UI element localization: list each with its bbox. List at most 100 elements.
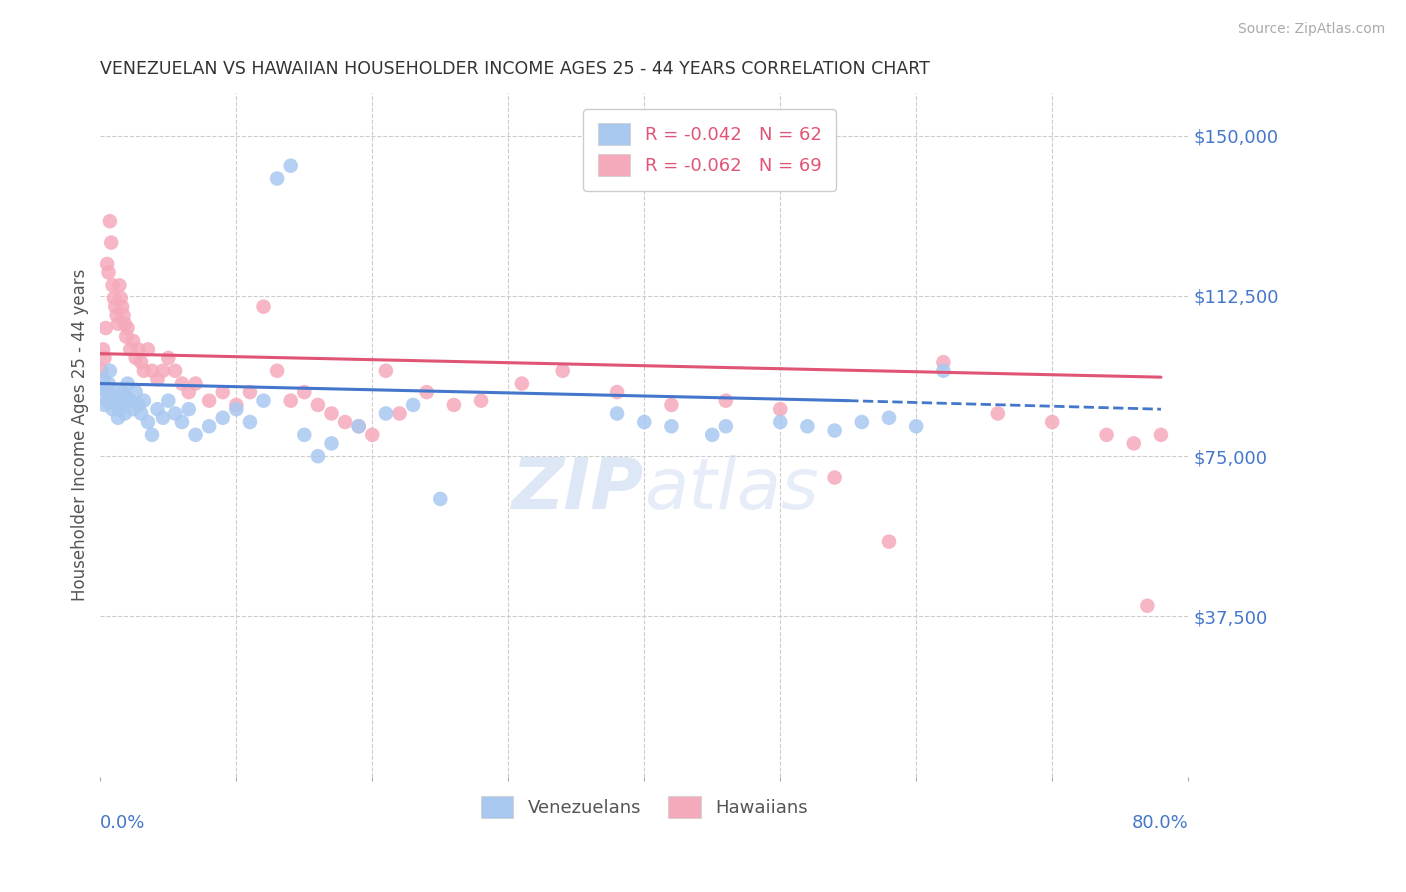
Point <box>94 385 117 400</box>
Text: VENEZUELAN VS HAWAIIAN HOUSEHOLDER INCOME AGES 25 - 44 YEARS CORRELATION CHART: VENEZUELAN VS HAWAIIAN HOUSEHOLDER INCOM… <box>100 60 931 78</box>
Point <box>110 393 132 408</box>
Text: Source: ZipAtlas.com: Source: ZipAtlas.com <box>1237 22 1385 37</box>
Point <box>122 334 145 348</box>
Point <box>90 381 112 395</box>
Point <box>107 410 129 425</box>
Point <box>117 376 139 391</box>
Point <box>114 317 136 331</box>
Point <box>184 376 207 391</box>
Point <box>347 419 370 434</box>
Point <box>108 278 131 293</box>
Point <box>1136 599 1159 613</box>
Point <box>198 393 221 408</box>
Point <box>987 407 1010 421</box>
Point <box>292 427 315 442</box>
Point <box>94 321 117 335</box>
Point <box>105 398 128 412</box>
Point <box>112 308 135 322</box>
Point <box>177 385 200 400</box>
Point <box>321 407 343 421</box>
Point <box>851 415 873 429</box>
Point <box>198 419 221 434</box>
Point <box>177 402 200 417</box>
Point <box>429 491 451 506</box>
Point <box>111 385 134 400</box>
Point <box>98 214 121 228</box>
Point <box>136 343 159 357</box>
Point <box>211 410 233 425</box>
Legend: Venezuelans, Hawaiians: Venezuelans, Hawaiians <box>474 789 815 826</box>
Text: atlas: atlas <box>644 455 818 524</box>
Point <box>96 257 118 271</box>
Point <box>321 436 343 450</box>
Point <box>97 376 120 391</box>
Point <box>114 407 136 421</box>
Point <box>165 364 187 378</box>
Point <box>905 419 928 434</box>
Point <box>470 393 492 408</box>
Point <box>122 402 145 417</box>
Point <box>93 398 115 412</box>
Point <box>932 355 955 369</box>
Point <box>103 291 125 305</box>
Point <box>101 278 124 293</box>
Point <box>146 402 169 417</box>
Point <box>101 402 124 417</box>
Point <box>280 393 302 408</box>
Point <box>97 265 120 279</box>
Point <box>1040 415 1063 429</box>
Point <box>1150 427 1173 442</box>
Point <box>877 410 900 425</box>
Point <box>170 415 193 429</box>
Point <box>141 427 163 442</box>
Y-axis label: Householder Income Ages 25 - 44 years: Householder Income Ages 25 - 44 years <box>72 268 89 601</box>
Point <box>120 393 142 408</box>
Point <box>333 415 356 429</box>
Point <box>127 398 149 412</box>
Point <box>225 398 247 412</box>
Point <box>141 364 163 378</box>
Point <box>110 291 132 305</box>
Point <box>252 300 274 314</box>
Text: 80.0%: 80.0% <box>1132 814 1188 832</box>
Point <box>1095 427 1118 442</box>
Point <box>824 470 846 484</box>
Point <box>136 415 159 429</box>
Point <box>104 385 127 400</box>
Point <box>108 402 131 417</box>
Point <box>266 364 288 378</box>
Point <box>280 159 302 173</box>
Point <box>103 393 125 408</box>
Point <box>661 419 683 434</box>
Point <box>211 385 233 400</box>
Point <box>184 427 207 442</box>
Point <box>105 308 128 322</box>
Point <box>702 427 724 442</box>
Point <box>127 343 149 357</box>
Point <box>307 398 329 412</box>
Point <box>266 171 288 186</box>
Point <box>606 385 628 400</box>
Point <box>796 419 818 434</box>
Point <box>769 402 792 417</box>
Point <box>146 372 169 386</box>
Point <box>932 364 955 378</box>
Text: 0.0%: 0.0% <box>100 814 146 832</box>
Point <box>100 389 122 403</box>
Point <box>347 419 370 434</box>
Point <box>239 385 262 400</box>
Point <box>152 410 174 425</box>
Point <box>443 398 465 412</box>
Point <box>111 300 134 314</box>
Point <box>877 534 900 549</box>
Point <box>117 321 139 335</box>
Point <box>115 389 138 403</box>
Point <box>714 419 737 434</box>
Point <box>225 402 247 417</box>
Point <box>633 415 655 429</box>
Point <box>90 364 112 378</box>
Point <box>93 351 115 365</box>
Text: ZIP: ZIP <box>512 455 644 524</box>
Point <box>125 385 148 400</box>
Point <box>510 376 533 391</box>
